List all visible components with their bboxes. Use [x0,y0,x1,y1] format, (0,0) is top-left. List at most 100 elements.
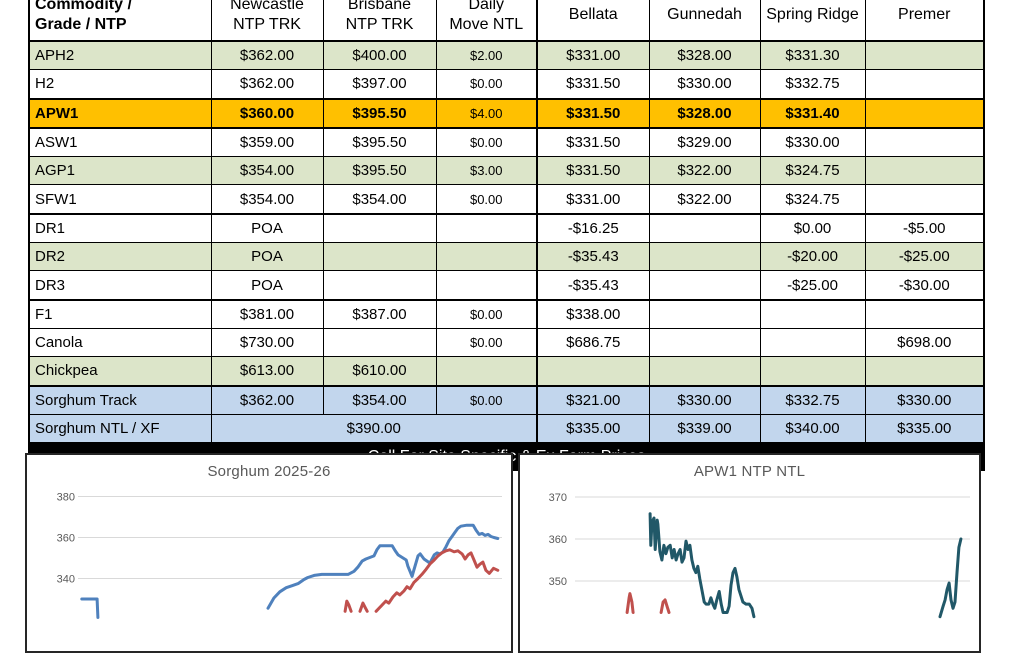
price-cell: -$35.43 [536,242,650,272]
price-cell: $335.00 [864,413,985,444]
price-cell: $397.00 [322,69,437,100]
price-cell: $322.00 [648,156,761,186]
price-cell: $387.00 [322,298,437,329]
header-line-2: NTP TRK [345,15,414,33]
price-cell [864,184,985,215]
price-sheet-page: { "colors": { "row_green": "#DCE5C9", "r… [25,0,985,653]
table-row: AGP1 $354.00 $395.50 $3.00 $331.50 $322.00 $32… [28,156,985,186]
price-cell [864,69,985,100]
series-red [343,599,353,613]
price-table-container: Commodity / Grade / NTP Newcastle NTP TRK Br… [28,0,985,472]
price-cell [536,356,650,387]
header-line-1: Spring Ridge [766,5,859,23]
header-text: Commodity / Grade / NTP [31,0,210,39]
price-cell [648,212,761,244]
price-cell: $330.00 [759,126,866,158]
price-cell: $338.00 [536,298,650,329]
price-cell: $0.00 [435,126,538,158]
col-header-daily: Daily Move NTL [435,0,538,42]
price-cell: -$16.25 [536,212,650,244]
header-text: Bellata [538,0,648,39]
price-cell [648,242,761,272]
series-blue [266,523,500,610]
price-cell: $324.75 [759,184,866,215]
price-cell: $329.00 [648,126,761,158]
price-cell: $322.00 [648,184,761,215]
commodity-label: Sorghum Track [28,384,212,415]
commodity-label: ASW1 [28,126,212,158]
price-cell: $0.00 [435,69,538,100]
price-cell [648,356,761,387]
price-cell: $359.00 [210,126,324,158]
price-cell: $330.00 [648,69,761,100]
y-axis-tick-label: 360 [549,534,567,546]
price-cell [759,356,866,387]
price-cell [322,270,437,301]
commodity-label: Sorghum NTL / XF [28,413,212,444]
price-cell: $395.50 [322,126,437,158]
header-line-1: Commodity / [35,0,132,13]
price-cell: $354.00 [322,184,437,215]
table-row: DR3 POA -$35.43 -$25.00 -$30.00 [28,270,985,301]
price-cell: $354.00 [322,384,437,415]
price-cell: -$5.00 [864,212,985,244]
price-cell: POA [210,242,324,272]
price-cell: $362.00 [210,40,324,71]
series-red [625,592,635,614]
col-header-gunnedah: Gunnedah [648,0,761,42]
col-header-spring-ridge: Spring Ridge [759,0,866,42]
series-blue [80,597,100,619]
price-cell [759,298,866,329]
table-row: Canola $730.00 $0.00 $686.75 $698.00 [28,327,985,358]
commodity-label: Chickpea [28,356,212,387]
header-text: Spring Ridge [761,0,864,39]
price-cell: -$30.00 [864,270,985,301]
y-axis-tick-label: 370 [549,492,567,504]
price-cell: $0.00 [435,327,538,358]
price-cell: $0.00 [759,212,866,244]
price-cell [864,356,985,387]
header-line-1: Newcastle [230,0,304,13]
col-header-bellata: Bellata [536,0,650,42]
commodity-label: DR1 [28,212,212,244]
price-cell: $354.00 [210,156,324,186]
header-line-1: Premer [898,5,951,23]
price-cell: $362.00 [210,384,324,415]
header-line-1: Gunnedah [667,5,742,23]
table-row: APH2 $362.00 $400.00 $2.00 $331.00 $328.00 $33… [28,40,985,71]
col-header-premer: Premer [864,0,985,42]
header-text: Daily Move NTL [437,0,535,39]
price-cell [322,212,437,244]
price-cell: $331.40 [759,97,866,129]
header-text: Gunnedah [650,0,759,39]
series-teal [938,537,963,619]
price-cell: $328.00 [648,97,761,129]
price-cell: $331.50 [536,69,650,100]
y-axis-tick-label: 340 [57,574,75,586]
header-line-1: Bellata [568,5,618,23]
price-cell [864,126,985,158]
price-cell: $331.50 [536,126,650,158]
series-red [358,601,369,613]
series-teal [648,512,756,619]
price-cell: $328.00 [648,40,761,71]
price-cell: $400.00 [322,40,437,71]
header-line-2: Move NTL [449,15,524,33]
price-cell: $0.00 [435,184,538,215]
price-table: Commodity / Grade / NTP Newcastle NTP TRK Br… [28,0,985,472]
y-axis-tick-label: 360 [57,533,75,545]
header-line-1: Brisbane [347,0,412,13]
price-cell: $332.75 [759,384,866,415]
series-red [659,598,671,614]
price-cell [864,156,985,186]
price-cell: $331.00 [536,184,650,215]
price-cell [864,97,985,129]
price-cell: $730.00 [210,327,324,358]
price-cell: $610.00 [322,356,437,387]
price-cell: $613.00 [210,356,324,387]
table-header-row: Commodity / Grade / NTP Newcastle NTP TRK Br… [28,0,985,42]
price-cell: -$25.00 [759,270,866,301]
price-cell [322,327,437,358]
price-cell [435,212,538,244]
commodity-label: APW1 [28,97,212,129]
